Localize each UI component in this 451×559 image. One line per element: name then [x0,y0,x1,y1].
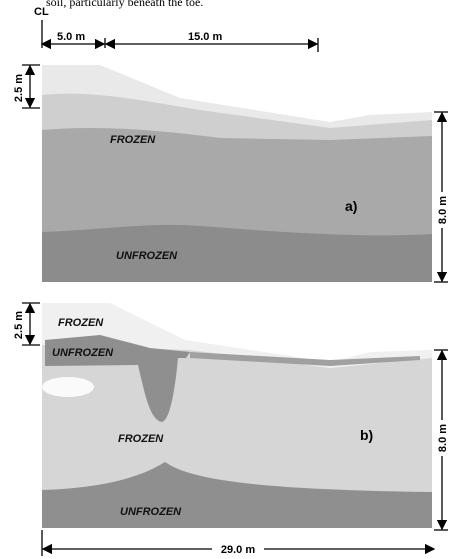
centerline-label: CL [34,6,49,18]
dim-label: 2.5 m [13,311,25,339]
dim-label: 29.0 m [221,544,255,556]
dim-label: 8.0 m [437,196,449,224]
panel-a: FROZEN UNFROZEN a) [42,65,432,282]
dim-label: 15.0 m [188,31,222,43]
caption-fragment: soil, particularly beneath the toe. [46,0,203,9]
zone-label: UNFROZEN [116,250,178,262]
zone-label: UNFROZEN [52,347,114,359]
zone-label: FROZEN [58,317,104,329]
zone-label: FROZEN [110,134,156,146]
dim-label: 2.5 m [13,74,25,102]
dim-label: 5.0 m [57,31,85,43]
zone-label: FROZEN [118,433,164,445]
figure: soil, particularly beneath the toe. CL 5… [0,0,451,559]
panel-label: b) [360,427,373,443]
panel-b: FROZEN UNFROZEN FROZEN UNFROZEN b) [42,303,432,528]
dim-label: 8.0 m [437,424,449,452]
panel-label: a) [345,198,357,214]
zone-label: UNFROZEN [120,506,182,518]
